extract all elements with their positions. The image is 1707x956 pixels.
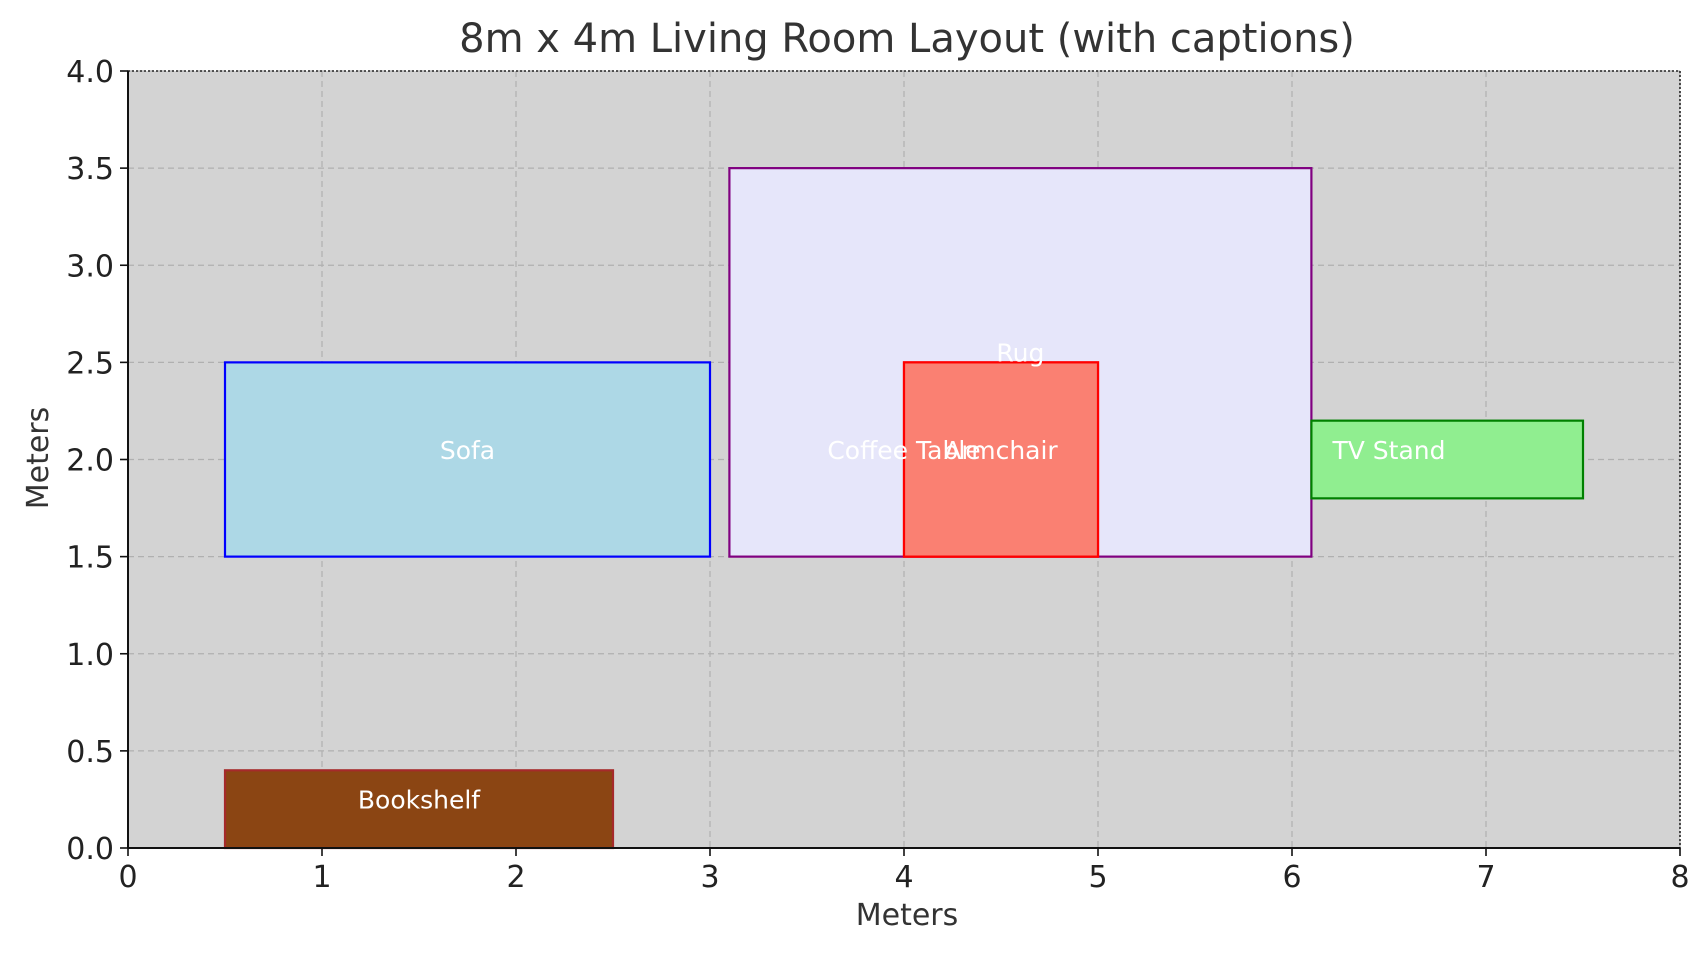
y-tick-label: 4.0: [66, 55, 114, 90]
x-tick-label: 5: [1088, 860, 1107, 895]
y-axis-label: Meters: [21, 407, 56, 510]
y-tick-label: 0.0: [66, 832, 114, 867]
furniture-label-bookshelf: Bookshelf: [358, 785, 481, 814]
furniture-rect-sofa: [223, 361, 712, 558]
furniture-label-coffee-table: Coffee Table: [827, 436, 980, 465]
y-tick-label: 1.0: [66, 638, 114, 673]
y-tick-label: 3.0: [66, 249, 114, 284]
x-tick-label: 4: [894, 860, 913, 895]
furniture-label-tv-stand: TV Stand: [1331, 436, 1445, 465]
x-tick-label: 2: [506, 860, 525, 895]
furniture-rect-armchair: [902, 361, 1100, 558]
y-tick-label: 2.0: [66, 444, 114, 479]
y-tick-label: 2.5: [66, 346, 114, 381]
x-tick-label: 1: [312, 860, 331, 895]
chart-title: 8m x 4m Living Room Layout (with caption…: [459, 16, 1355, 62]
x-tick-label: 3: [700, 860, 719, 895]
x-tick-label: 7: [1476, 860, 1495, 895]
x-tick-label: 6: [1282, 860, 1301, 895]
x-axis-label: Meters: [856, 898, 959, 933]
furniture-label-rug: Rug: [996, 339, 1044, 368]
x-tick-label: 0: [118, 860, 137, 895]
x-tick-label: 8: [1670, 860, 1689, 895]
y-tick-label: 1.5: [66, 541, 114, 576]
furniture-label-armchair: Armchair: [944, 436, 1058, 465]
y-tick-label: 3.5: [66, 152, 114, 187]
furniture-label-sofa: Sofa: [440, 436, 495, 465]
furniture-rect-tv-stand: [1310, 419, 1585, 500]
y-tick-label: 0.5: [66, 735, 114, 770]
